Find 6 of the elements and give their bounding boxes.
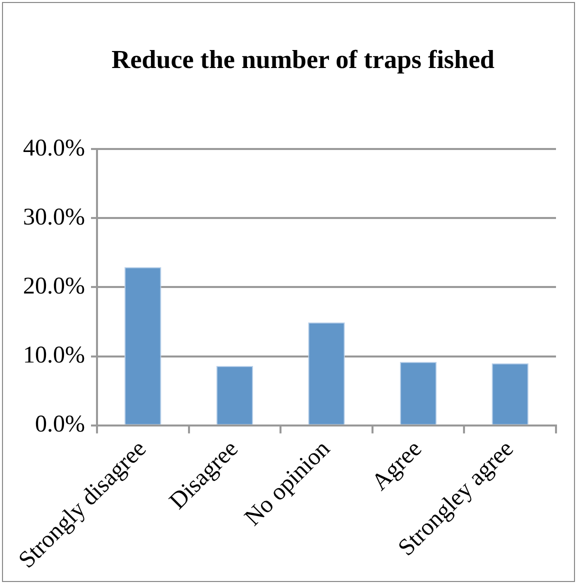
- y-tick-label: 20.0%: [22, 273, 85, 300]
- y-tick-label: 30.0%: [22, 204, 85, 230]
- y-tick-label: 40.0%: [22, 135, 85, 162]
- chart-title: Reduce the number of traps fished: [110, 44, 496, 76]
- y-tick-label: 10.0%: [22, 342, 85, 369]
- y-tick-label: 0.0%: [34, 412, 85, 438]
